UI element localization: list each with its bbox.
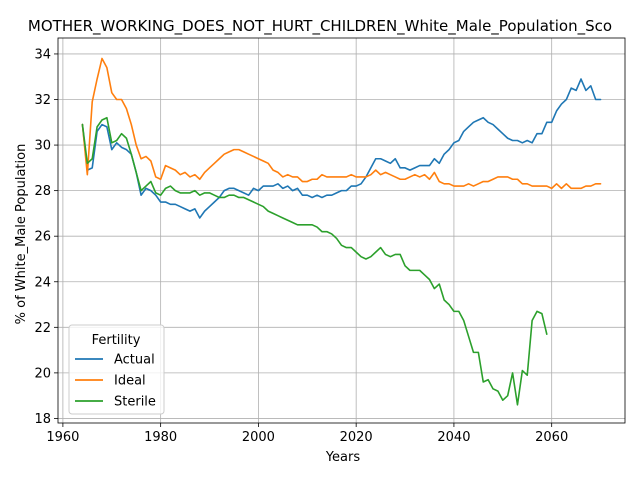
legend-label-ideal: Ideal (114, 374, 146, 389)
y-tick-label: 20 (34, 366, 51, 381)
x-tick-label: 2000 (242, 430, 275, 445)
series-line-sterile (81, 116, 548, 406)
x-axis-label: Years (325, 450, 361, 465)
y-tick-label: 26 (34, 230, 51, 245)
series-lines (81, 57, 602, 406)
y-tick-label: 22 (34, 321, 51, 336)
x-tick-label: 1960 (46, 430, 79, 445)
plot-frame (57, 37, 626, 424)
y-axis-label: % of White_Male Population (14, 144, 29, 325)
x-tick-label: 2020 (340, 430, 373, 445)
series-line-ideal (81, 57, 602, 190)
chart-title: MOTHER_WORKING_DOES_NOT_HURT_CHILDREN_Wh… (28, 17, 612, 36)
x-tick-label: 1980 (144, 430, 177, 445)
legend-label-sterile: Sterile (114, 395, 156, 410)
y-tick-label: 30 (34, 139, 51, 154)
x-tick-label: 2040 (437, 430, 470, 445)
legend-box (68, 324, 165, 415)
y-tick-label: 18 (34, 412, 51, 427)
legend-label-actual: Actual (114, 353, 155, 368)
y-tick-label: 34 (34, 47, 51, 62)
legend: Fertility Actual Ideal Sterile (68, 324, 165, 415)
legend-entries: Actual Ideal Sterile (75, 353, 156, 410)
x-tick-label: 2060 (535, 430, 568, 445)
series-line-actual (81, 78, 602, 219)
y-axis-ticks: 18 20 22 24 26 28 30 32 34 (34, 47, 58, 427)
y-tick-label: 28 (34, 184, 51, 199)
legend-title: Fertility (92, 333, 141, 348)
x-axis-ticks: 1960 1980 2000 2020 2040 2060 (46, 423, 568, 445)
y-tick-label: 24 (34, 275, 51, 290)
y-tick-label: 32 (34, 93, 51, 108)
